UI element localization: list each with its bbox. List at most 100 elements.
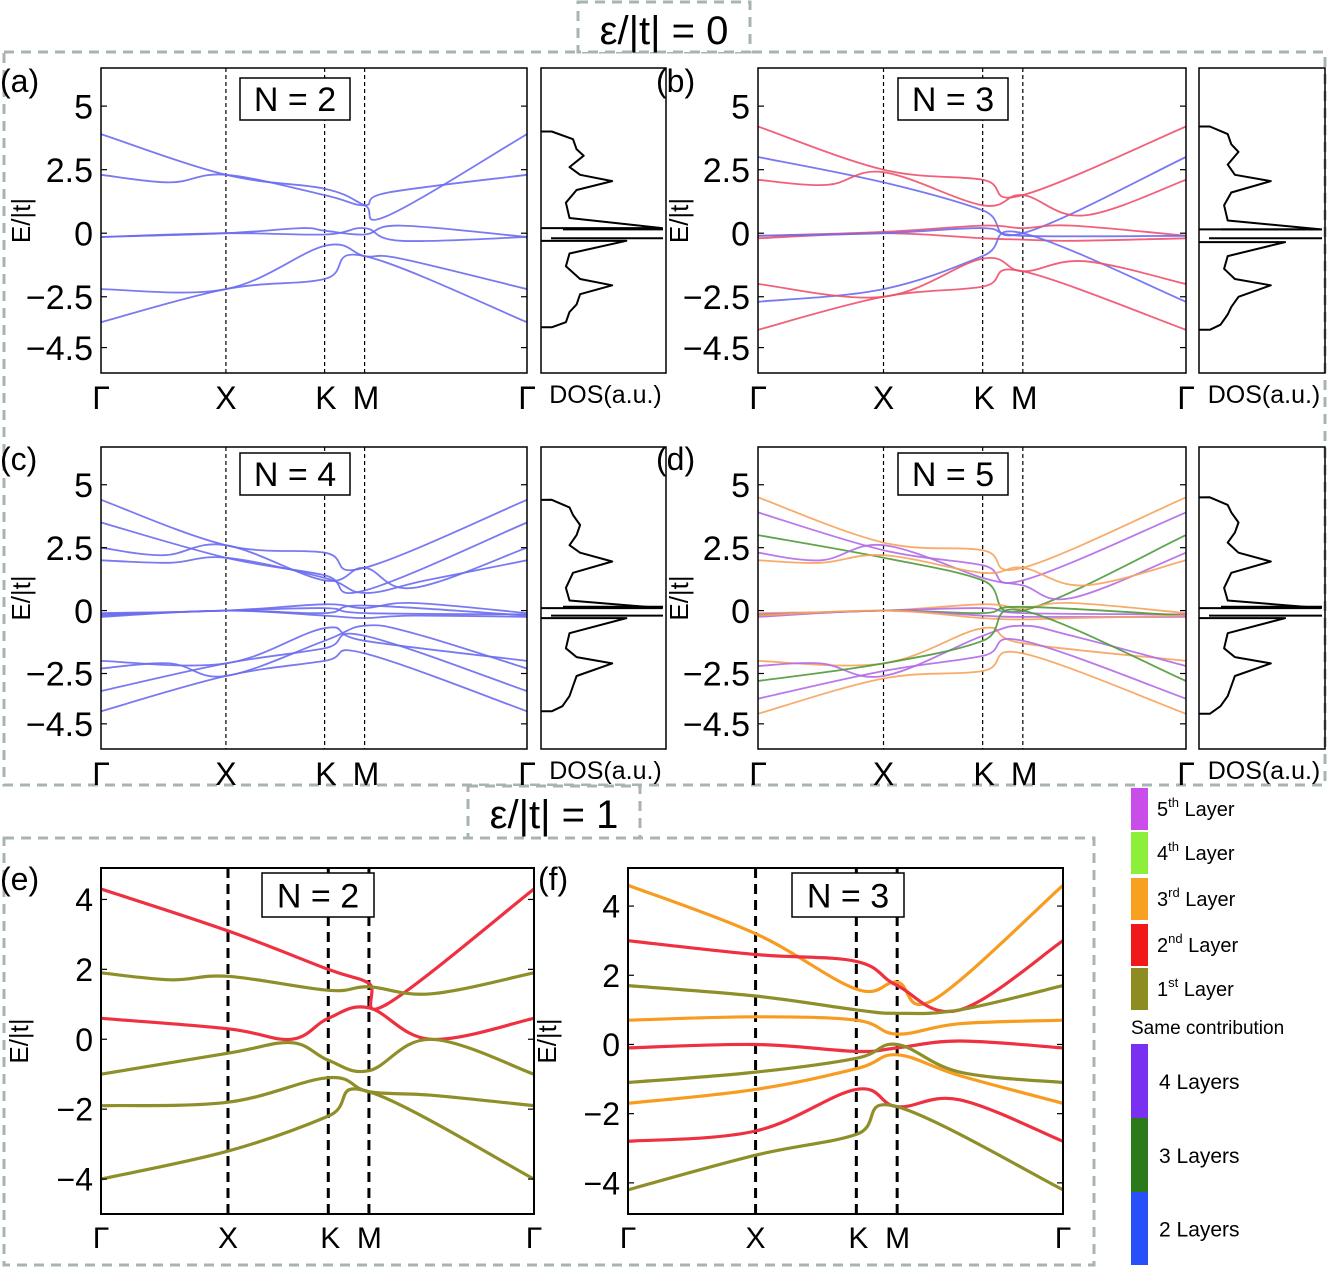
k-point-label: Γ bbox=[1177, 756, 1195, 792]
band-line bbox=[757, 543, 1187, 601]
band-line bbox=[627, 1053, 1064, 1105]
panel-title: N = 3 bbox=[807, 877, 889, 915]
k-point-label: X bbox=[873, 380, 894, 416]
panel-label: (f) bbox=[538, 861, 568, 897]
y-tick-label: 5 bbox=[731, 467, 750, 505]
k-point-label: Γ bbox=[749, 756, 767, 792]
band-line bbox=[627, 1103, 1064, 1192]
band-line bbox=[100, 971, 535, 996]
legend-swatch bbox=[1131, 1192, 1148, 1265]
panel-title-box bbox=[239, 77, 351, 121]
plot-frame bbox=[100, 867, 535, 1215]
panels: 52.50−2.5−4.5E/|t|Γ X K M Γ(a) N = 2DOS(a.u.)… bbox=[0, 63, 1326, 1255]
k-point-label: K bbox=[848, 1222, 868, 1255]
top-section-title: ε/|t| = 0 bbox=[600, 9, 729, 53]
band-line bbox=[627, 1039, 1064, 1054]
y-tick-label: 0 bbox=[602, 1027, 620, 1063]
k-point-label: Γ bbox=[93, 1222, 110, 1255]
band-line bbox=[100, 556, 528, 594]
panel-title: N = 3 bbox=[912, 81, 994, 119]
y-tick-label: 4 bbox=[602, 889, 620, 925]
panel-title: N = 2 bbox=[277, 877, 359, 915]
panel-title-box bbox=[261, 872, 375, 918]
y-tick-label: 2.5 bbox=[703, 530, 750, 568]
y-tick-label: 0 bbox=[731, 593, 750, 631]
y-tick-label: −2 bbox=[584, 1096, 620, 1132]
y-tick-label: −4.5 bbox=[683, 706, 750, 744]
panel-title-box bbox=[791, 872, 905, 918]
k-point-label: Γ bbox=[92, 380, 110, 416]
k-point-label: M bbox=[1011, 380, 1038, 416]
band-line bbox=[757, 511, 1187, 584]
band-line bbox=[100, 649, 528, 713]
band-line bbox=[100, 1087, 535, 1181]
y-tick-label: 5 bbox=[74, 88, 93, 126]
band-line bbox=[757, 256, 1187, 299]
band-line bbox=[100, 227, 528, 243]
k-point-label: X bbox=[215, 756, 236, 792]
plot-frame bbox=[627, 867, 1064, 1215]
k-point-label: M bbox=[353, 380, 380, 416]
k-point-label: Γ bbox=[518, 756, 536, 792]
band-line bbox=[100, 1005, 535, 1042]
y-tick-label: −4.5 bbox=[683, 330, 750, 368]
y-tick-label: 2.5 bbox=[703, 152, 750, 190]
band-line bbox=[100, 632, 528, 692]
band-line bbox=[757, 608, 1187, 682]
dos-frame bbox=[1198, 446, 1326, 750]
y-tick-label: 5 bbox=[74, 467, 93, 505]
panel-b: 5 2.5 0 −2.5 −4.5 E/|t| Γ X K M Γ (b) N = 3 DOS(a.u.) bbox=[656, 63, 1326, 416]
band-line bbox=[100, 1076, 535, 1108]
k-point-label: K bbox=[973, 380, 994, 416]
dos-curve bbox=[1198, 496, 1322, 610]
panel-label: (d) bbox=[656, 441, 695, 477]
panel-label: (a) bbox=[0, 63, 39, 99]
y-axis-label: E/|t| bbox=[4, 1018, 34, 1063]
dos-curve bbox=[540, 498, 663, 610]
panel-title: N = 5 bbox=[912, 456, 994, 494]
band-line bbox=[100, 243, 528, 294]
k-point-label: Γ bbox=[620, 1222, 637, 1255]
y-tick-label: 2.5 bbox=[46, 152, 93, 190]
legend-swatch bbox=[1131, 968, 1148, 1010]
legend-label: 3 Layers bbox=[1159, 1145, 1240, 1168]
panel-e: 4 2 0 −2 −4 E/|t| Γ X K M Γ (e) N = 2 bbox=[0, 861, 542, 1255]
band-line bbox=[627, 883, 1065, 1007]
y-axis-label: E/|t| bbox=[6, 198, 36, 243]
dos-axis-label: DOS(a.u.) bbox=[549, 757, 662, 785]
y-tick-label: −4 bbox=[57, 1162, 93, 1198]
y-tick-label: 2 bbox=[602, 958, 620, 994]
k-point-label: X bbox=[873, 756, 894, 792]
k-point-label: M bbox=[885, 1222, 910, 1255]
plot-frame bbox=[100, 446, 528, 750]
band-line bbox=[757, 227, 1187, 238]
legend-label: 4 Layers bbox=[1159, 1071, 1240, 1094]
band-line bbox=[100, 133, 528, 221]
band-line bbox=[627, 939, 1064, 1014]
dos-axis-label: DOS(a.u.) bbox=[1208, 757, 1321, 785]
k-point-label: Γ bbox=[518, 380, 536, 416]
band-line bbox=[757, 534, 1187, 613]
band-line bbox=[100, 543, 528, 590]
dos-curve bbox=[1198, 241, 1287, 331]
y-tick-label: −2.5 bbox=[683, 656, 750, 694]
legend-section-title: Same contribution bbox=[1131, 1018, 1284, 1039]
y-tick-label: 0 bbox=[74, 593, 93, 631]
band-line bbox=[100, 609, 528, 620]
legend-label: 1st Layer bbox=[1157, 975, 1234, 1001]
k-point-label: X bbox=[215, 380, 236, 416]
k-point-label: X bbox=[218, 1222, 238, 1255]
y-tick-label: 5 bbox=[731, 88, 750, 126]
top-title-box bbox=[576, 0, 752, 54]
legend-swatch bbox=[1131, 832, 1148, 874]
y-tick-label: −2.5 bbox=[26, 279, 93, 317]
band-line bbox=[757, 637, 1187, 700]
y-tick-label: 0 bbox=[74, 215, 93, 253]
band-line bbox=[100, 498, 528, 572]
panel-c: 5 2.5 0 −2.5 −4.5 E/|t| Γ X K M Γ (c) N = 4 DOS(a.u.) bbox=[0, 441, 667, 792]
bottom-section-title: ε/|t| = 1 bbox=[490, 793, 619, 837]
dos-axis-label: DOS(a.u.) bbox=[549, 381, 662, 409]
y-axis-label: E/|t| bbox=[532, 1018, 562, 1063]
k-point-label: Γ bbox=[526, 1222, 543, 1255]
